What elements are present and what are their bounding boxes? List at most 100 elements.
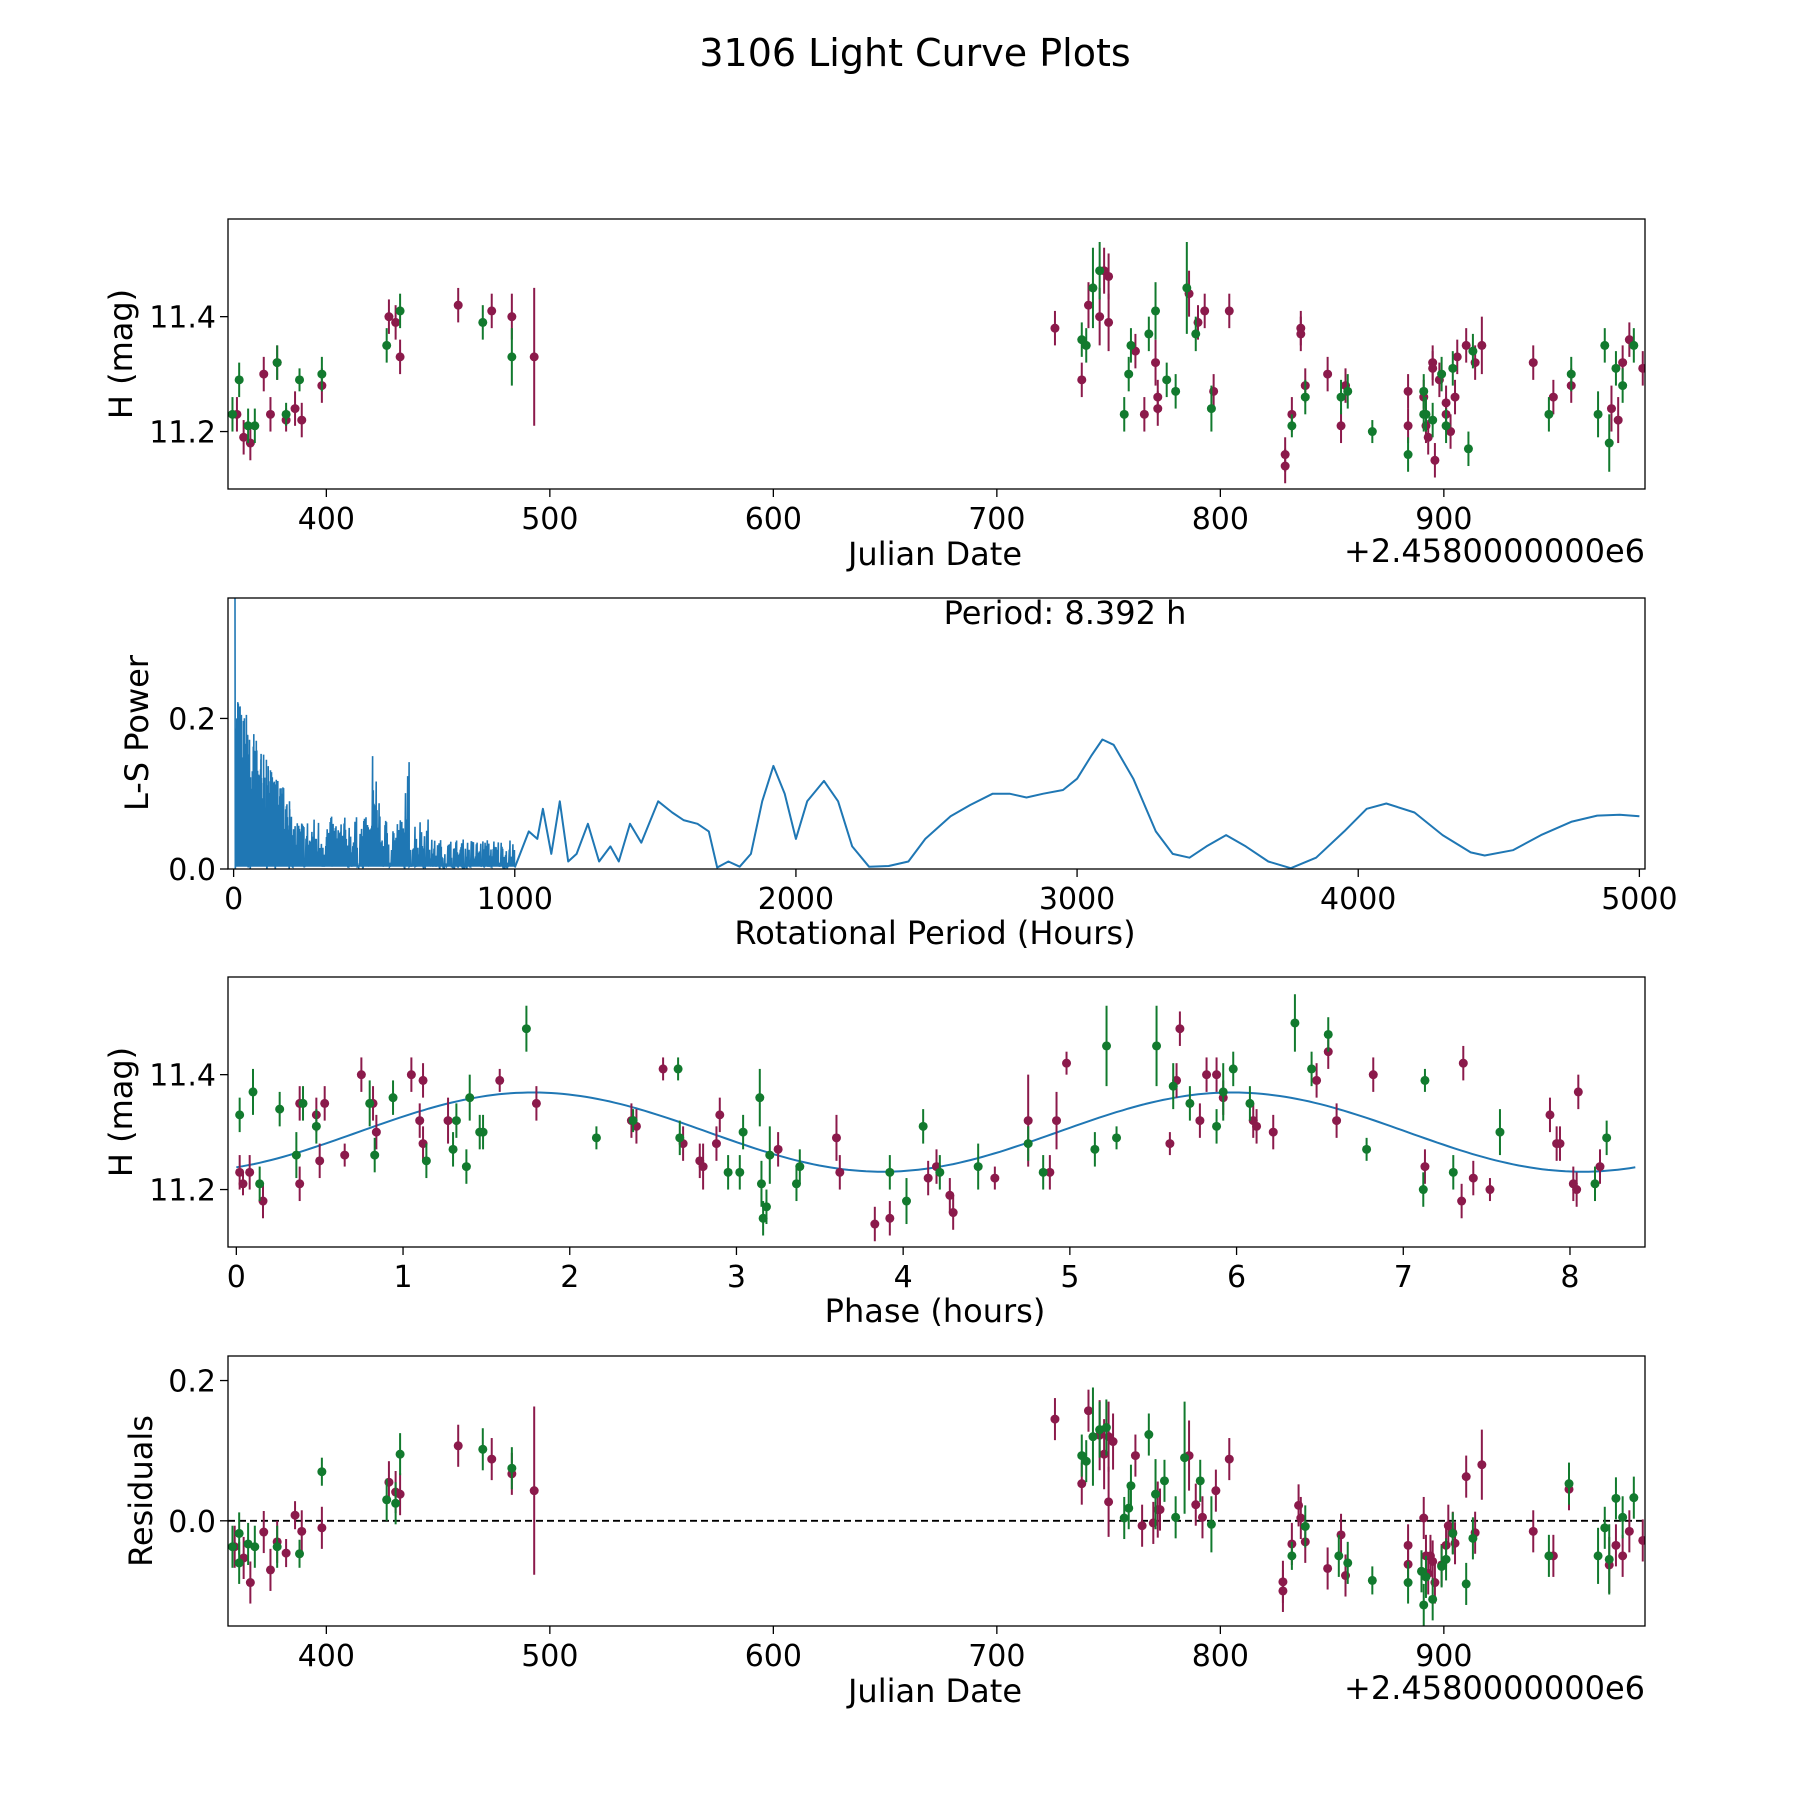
green-data-point [1126,340,1136,350]
magenta-data-point [406,1070,416,1080]
residuals-xlabel: Julian Date [846,1672,1022,1710]
x-tick-label: 500 [521,1639,578,1674]
magenta-data-point [1195,1116,1205,1126]
green-data-point [1185,1098,1195,1108]
magenta-data-point [1368,1070,1378,1080]
green-data-point [591,1133,601,1143]
green-data-point [234,1558,244,1568]
magenta-data-point [1545,1110,1555,1120]
period-annotation: Period: 8.392 h [944,594,1187,632]
green-data-point [1441,421,1451,431]
x-tick-label: 7 [1394,1260,1413,1295]
green-data-point [1618,1512,1628,1522]
magenta-data-point [1155,1505,1165,1515]
x-tick-label: 800 [1192,1639,1249,1674]
magenta-data-point [1252,1121,1262,1131]
magenta-data-point [1430,455,1440,465]
magenta-data-point [1595,1162,1605,1172]
green-data-point [675,1133,685,1143]
lightcurve-plot-area [228,241,1645,484]
green-data-point [1195,1476,1205,1486]
y-tick-label: 0.2 [168,1365,216,1400]
y-tick-label: 11.2 [149,1174,216,1209]
magenta-data-point [1211,1486,1221,1496]
magenta-data-point [1268,1127,1278,1137]
green-data-point [272,358,282,368]
magenta-data-point [1618,1551,1628,1561]
green-data-point [1038,1167,1048,1177]
green-data-point [365,1098,375,1108]
green-data-point [1611,1493,1621,1503]
y-tick-label: 11.2 [149,416,216,451]
x-tick-label: 700 [968,502,1025,537]
magenta-data-point [1477,1460,1487,1470]
magenta-data-point [487,1454,497,1464]
x-tick-label: 2 [560,1260,579,1295]
magenta-data-point [831,1133,841,1143]
green-data-point [791,1179,801,1189]
magenta-data-point [1200,306,1210,316]
green-data-point [1206,404,1216,414]
periodogram-panel: 0 1000 2000 3000 4000 5000 0.0 0.2 Period: 8.39… [118,594,1678,952]
magenta-data-point [835,1167,845,1177]
y-tick-label: 0.0 [168,1505,216,1540]
magenta-data-point [1403,386,1413,396]
green-data-point [272,1542,282,1552]
green-data-point [758,1213,768,1223]
x-tick-label: 0 [227,1260,246,1295]
magenta-data-point [1104,271,1114,281]
green-data-point [235,1110,245,1120]
magenta-data-point [1420,1162,1430,1172]
magenta-data-point [1528,1526,1538,1536]
green-data-point [448,1144,458,1154]
magenta-data-point [1083,300,1093,310]
y-tick-label: 0.0 [168,853,216,888]
green-data-point [521,1024,531,1034]
magenta-data-point [1050,1414,1060,1424]
green-data-point [1151,306,1161,316]
phased-axes-frame [227,976,1646,1248]
lightcurve-ylabel: H (mag) [102,289,140,419]
periodogram-forest [234,598,516,869]
phased-ylabel: H (mag) [102,1047,140,1177]
green-data-point [1126,1481,1136,1491]
x-tick-label: 4 [894,1260,913,1295]
green-data-point [451,1116,461,1126]
green-data-point [1418,1185,1428,1195]
lightcurve-ticks: 400 500 600 700 800 900 11.2 11.4 [149,301,1472,537]
magenta-data-point [1197,1512,1207,1522]
magenta-data-point [487,306,497,316]
green-data-point [1323,1029,1333,1039]
magenta-data-point [315,1156,325,1166]
magenta-data-point [1457,1196,1467,1206]
phased-ticks: 0 1 2 3 4 5 6 7 8 11.2 11.4 [149,1059,1579,1295]
green-data-point [298,1098,308,1108]
residuals-plot-area [228,1387,1645,1626]
green-data-point [1403,450,1413,460]
magenta-data-point [453,300,463,310]
green-data-point [1102,1041,1112,1051]
x-tick-label: 1000 [477,882,553,917]
green-data-point [295,1549,305,1559]
magenta-data-point [1638,1535,1645,1545]
magenta-data-point [395,352,405,362]
magenta-data-point [371,1127,381,1137]
green-data-point [1300,1521,1310,1531]
green-data-point [1602,1133,1612,1143]
green-data-point [1206,1519,1216,1529]
green-data-point [1343,386,1353,396]
green-data-point [1300,392,1310,402]
x-tick-label: 3000 [1039,882,1115,917]
magenta-data-point [1052,1116,1062,1126]
green-data-point [295,375,305,385]
magenta-data-point [418,1139,428,1149]
green-data-point [1419,386,1429,396]
magenta-data-point [1485,1185,1495,1195]
magenta-data-point [384,312,394,322]
magenta-data-point [1572,1185,1582,1195]
green-data-point [973,1162,983,1172]
magenta-data-point [1336,421,1346,431]
periodogram-ticks: 0 1000 2000 3000 4000 5000 0.0 0.2 [168,702,1677,917]
magenta-data-point [1151,358,1161,368]
magenta-data-point [711,1139,721,1149]
